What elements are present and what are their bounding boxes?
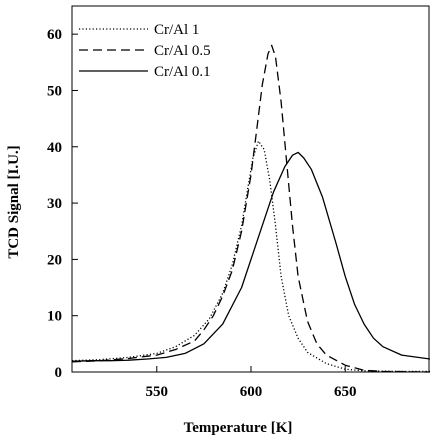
y-tick-label: 10 — [47, 309, 62, 325]
x-axis-title: Temperature [K] — [184, 420, 293, 436]
axes — [71, 5, 430, 373]
legend-label-2: Cr/Al 0.5 — [154, 43, 211, 59]
plot-frame — [71, 5, 430, 373]
y-axis-title: TCD Signal [I.U.] — [6, 145, 22, 258]
series-line-3 — [71, 151, 430, 362]
x-tick-label: 550 — [146, 384, 169, 400]
legend-label-1: Cr/Al 1 — [154, 22, 199, 38]
y-tick-label: 20 — [47, 252, 62, 268]
x-tick-label: 650 — [334, 384, 357, 400]
legend-label-3: Cr/Al 0.1 — [154, 64, 211, 80]
x-tick-label: 600 — [240, 384, 263, 400]
y-tick-label: 50 — [47, 83, 62, 99]
legend: Cr/Al 1 Cr/Al 0.5 Cr/Al 0.1 — [79, 22, 211, 80]
y-tick-label: 30 — [47, 196, 62, 212]
series-layer — [71, 44, 430, 373]
y-tick-label: 0 — [55, 365, 63, 381]
series-line-2 — [71, 44, 430, 373]
y-tick-label: 40 — [47, 140, 62, 156]
ticks-layer: 0 10 20 30 40 50 60 550 600 650 — [47, 27, 356, 400]
y-tick-label: 60 — [47, 27, 62, 43]
